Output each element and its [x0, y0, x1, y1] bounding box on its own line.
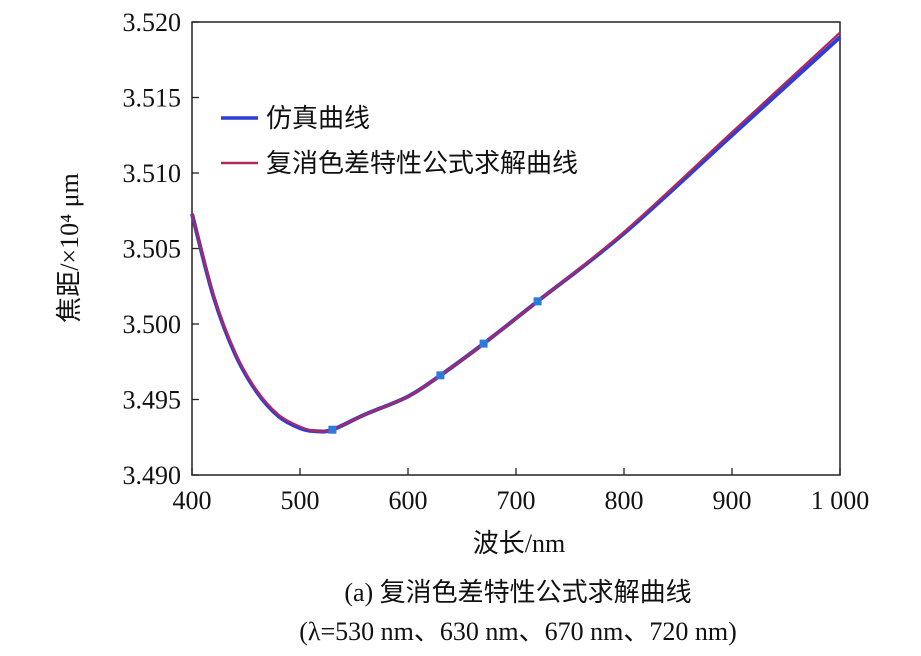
x-tick-label: 500	[281, 486, 320, 515]
legend-label-formula: 复消色差特性公式求解曲线	[266, 149, 578, 178]
y-tick-label: 3.500	[123, 310, 182, 339]
axis-ticks: 400 500 600 700 800 900 1 000 3.490 3.495 3.500 3.…	[123, 8, 870, 515]
legend: 仿真曲线 复消色差特性公式求解曲线	[221, 104, 578, 178]
data-markers	[328, 297, 542, 434]
x-tick-label: 900	[713, 486, 752, 515]
data-marker	[533, 297, 542, 306]
series-layer	[190, 31, 842, 434]
y-tick-label: 3.515	[123, 84, 182, 113]
plot-frame	[191, 21, 841, 476]
data-marker	[436, 371, 445, 380]
series-line-simulation	[190, 35, 842, 434]
legend-label-simulation: 仿真曲线	[266, 104, 370, 133]
data-marker	[479, 339, 488, 348]
y-tick-label: 3.505	[123, 235, 182, 264]
y-tick-label: 3.495	[123, 386, 182, 415]
x-tick-label: 600	[389, 486, 428, 515]
figure-caption: (a) 复消色差特性公式求解曲线	[344, 578, 691, 607]
x-tick-label: 1 000	[811, 486, 870, 515]
data-marker	[328, 425, 337, 434]
x-tick-label: 800	[605, 486, 644, 515]
series-line-formula	[190, 31, 841, 433]
x-tick-label: 400	[173, 486, 212, 515]
figure-caption-wavelengths: (λ=530 nm、630 nm、670 nm、720 nm)	[299, 617, 736, 646]
x-axis-title: 波长/nm	[473, 529, 565, 558]
y-tick-label: 3.520	[123, 8, 182, 37]
y-axis-title: 焦距/×10⁴ μm	[55, 173, 84, 323]
y-tick-label: 3.490	[123, 461, 182, 490]
x-tick-label: 700	[497, 486, 536, 515]
y-tick-label: 3.510	[123, 159, 182, 188]
